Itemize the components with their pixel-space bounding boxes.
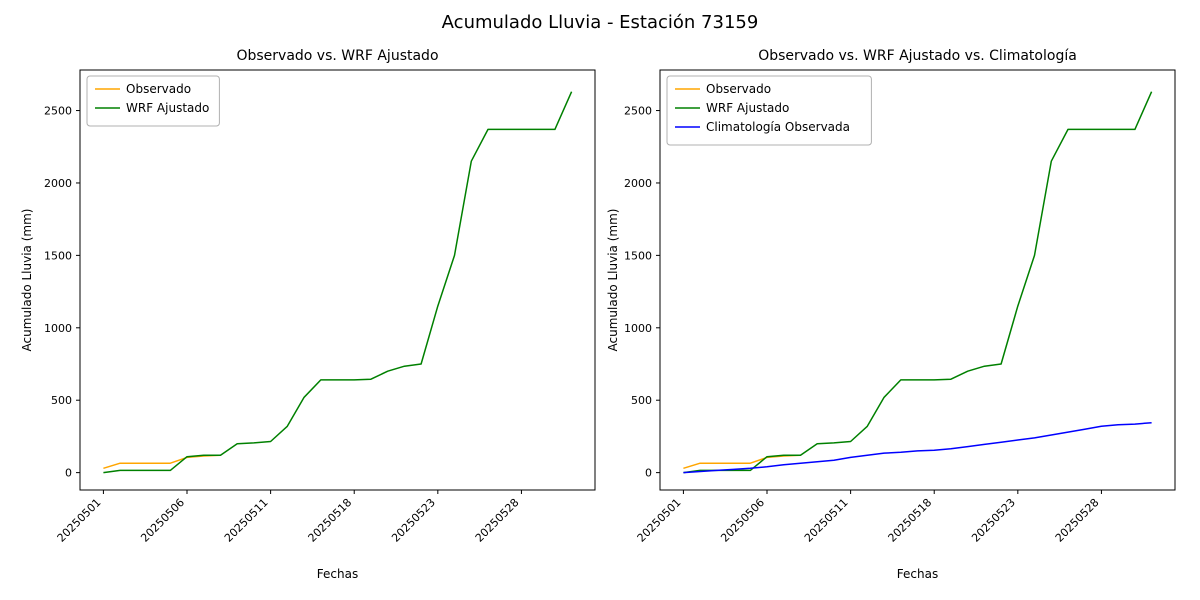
legend-box bbox=[666, 75, 872, 146]
left-x-axis-label: Fechas bbox=[316, 567, 359, 581]
x-tick-label: 20250511 bbox=[222, 496, 271, 545]
y-tick-label: 1500 bbox=[44, 249, 72, 262]
legend-label-climatología-observada: Climatología Observada bbox=[706, 120, 850, 134]
series-line-observado bbox=[103, 454, 221, 470]
x-tick-label: 20250523 bbox=[969, 496, 1018, 545]
x-tick-label: 20250528 bbox=[473, 496, 522, 545]
right-subplot-title: Observado vs. WRF Ajustado vs. Climatolo… bbox=[758, 48, 1077, 64]
y-tick-label: 2500 bbox=[624, 105, 652, 118]
axes-frame bbox=[79, 69, 596, 491]
series-line-wrf-ajustado bbox=[103, 91, 573, 474]
x-tick-label: 20250506 bbox=[718, 496, 767, 545]
y-tick-label: 2000 bbox=[44, 177, 72, 190]
y-tick-label: 2000 bbox=[624, 177, 652, 190]
x-tick-label: 20250523 bbox=[389, 496, 438, 545]
series-line-observado bbox=[683, 454, 801, 470]
x-tick-label: 20250518 bbox=[306, 496, 355, 545]
series-line-wrf-ajustado bbox=[683, 91, 1153, 474]
x-tick-label: 20250511 bbox=[802, 496, 851, 545]
right-x-axis-label: Fechas bbox=[896, 567, 939, 581]
y-tick-label: 1000 bbox=[44, 322, 72, 335]
y-tick-label: 1000 bbox=[624, 322, 652, 335]
x-tick-label: 20250501 bbox=[635, 496, 684, 545]
y-tick-label: 0 bbox=[65, 467, 72, 480]
figure-title: Acumulado Lluvia - Estación 73159 bbox=[441, 12, 759, 33]
legend-box bbox=[86, 75, 220, 127]
y-tick-label: 0 bbox=[645, 467, 652, 480]
axes-frame bbox=[659, 69, 1176, 491]
right-y-axis-label: Acumulado Lluvia (mm) bbox=[606, 208, 620, 352]
legend-label-wrf-ajustado: WRF Ajustado bbox=[126, 101, 209, 115]
y-tick-label: 500 bbox=[631, 394, 652, 407]
left-subplot-title: Observado vs. WRF Ajustado bbox=[236, 48, 439, 64]
x-tick-label: 20250506 bbox=[138, 496, 187, 545]
left-y-axis-label: Acumulado Lluvia (mm) bbox=[20, 208, 34, 352]
series-line-climatología-observada bbox=[683, 421, 1152, 474]
legend-label-observado: Observado bbox=[126, 82, 191, 96]
legend-label-wrf-ajustado: WRF Ajustado bbox=[706, 101, 789, 115]
legend-label-observado: Observado bbox=[706, 82, 771, 96]
x-tick-label: 20250528 bbox=[1053, 496, 1102, 545]
y-tick-label: 2500 bbox=[44, 105, 72, 118]
y-tick-label: 500 bbox=[51, 394, 72, 407]
x-tick-label: 20250501 bbox=[55, 496, 104, 545]
y-tick-label: 1500 bbox=[624, 249, 652, 262]
x-tick-label: 20250518 bbox=[886, 496, 935, 545]
